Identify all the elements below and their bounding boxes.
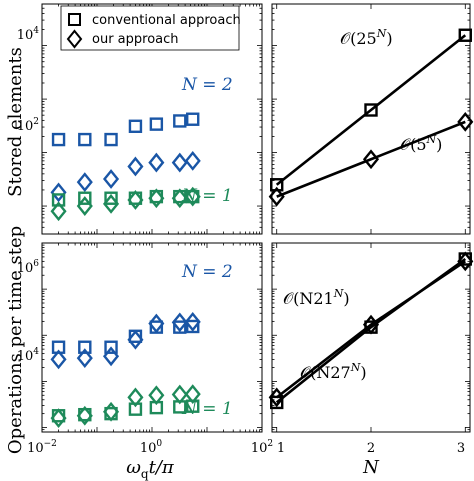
bottom-right-frame xyxy=(271,242,471,433)
top-right-series xyxy=(268,28,474,207)
square-marker xyxy=(78,191,92,205)
diamond-marker xyxy=(76,348,93,368)
diamond-marker xyxy=(268,387,285,408)
diamond-marker xyxy=(171,188,188,209)
diamond-marker xyxy=(184,384,201,405)
series-line xyxy=(276,120,466,198)
legend-conventional-label: conventional approach xyxy=(92,13,241,28)
square-marker xyxy=(51,132,66,147)
top-y-tick-label: 102 xyxy=(17,117,39,134)
square-marker xyxy=(128,119,143,133)
square-marker xyxy=(104,191,118,205)
square-marker xyxy=(149,117,164,131)
square-marker xyxy=(173,320,187,334)
diamond-marker xyxy=(171,384,188,405)
diamond-marker xyxy=(127,329,144,350)
square-marker xyxy=(173,114,187,128)
legend: conventional approach our approach xyxy=(60,5,241,51)
diamond-marker xyxy=(148,313,165,334)
legend-ours-label: our approach xyxy=(92,32,179,47)
diamond-marker xyxy=(148,188,165,209)
right-x-axis-label: N xyxy=(362,457,380,478)
diamond-marker xyxy=(127,156,144,177)
bottom-n2-label: N = 2 xyxy=(181,262,233,282)
series-line xyxy=(275,34,467,186)
top-n1-label: N = 1 xyxy=(181,186,233,206)
series-line xyxy=(275,260,467,399)
right-x-tick-label: 3 xyxy=(457,441,465,456)
annotation-top-ours: 𝒪(5N) xyxy=(400,133,442,154)
diamond-marker xyxy=(148,385,165,406)
legend-box xyxy=(60,5,240,51)
legend-diamond-marker xyxy=(66,29,83,49)
top-left-series xyxy=(50,112,201,222)
diamond-marker xyxy=(50,349,67,370)
diamond-marker xyxy=(76,196,93,216)
square-marker xyxy=(51,193,66,207)
diamond-marker xyxy=(171,312,188,333)
square-marker xyxy=(364,103,378,117)
diamond-marker xyxy=(102,169,120,189)
bottom-n1-label: N = 1 xyxy=(181,399,233,419)
diamond-marker xyxy=(127,190,144,210)
top-y-tick-label: 104 xyxy=(17,26,40,43)
right-x-tick-label: 2 xyxy=(367,441,375,456)
diamond-marker xyxy=(171,152,188,173)
square-marker xyxy=(458,28,472,42)
diamond-marker xyxy=(76,405,93,426)
diamond-marker xyxy=(102,401,120,422)
bottom-y-tick-label: 106 xyxy=(17,259,40,276)
diamond-marker xyxy=(457,251,474,272)
diamond-marker xyxy=(362,149,380,170)
annotation-bottom-conv: 𝒪(N27N) xyxy=(300,361,367,382)
bottom-y-tick-label: 104 xyxy=(17,347,40,364)
diamond-marker xyxy=(102,193,120,214)
diamond-marker xyxy=(184,186,201,207)
bottom-left-series xyxy=(50,311,201,429)
annotation-top-conv: 𝒪(25N) xyxy=(340,27,393,48)
diamond-marker xyxy=(148,152,165,173)
square-marker xyxy=(186,319,200,334)
left-x-tick-label: 100 xyxy=(140,439,163,456)
diamond-marker xyxy=(127,387,144,408)
diamond-marker xyxy=(50,182,67,203)
top-y-axis-label: Stored elements xyxy=(5,47,26,197)
right-x-tick-label: 1 xyxy=(277,441,285,456)
diamond-marker xyxy=(184,150,201,171)
square-marker xyxy=(104,340,118,354)
annotation-bottom-ours: 𝒪(N21N) xyxy=(283,287,350,308)
diamond-marker xyxy=(184,311,201,332)
left-x-tick-label: 102 xyxy=(251,439,273,456)
diamond-marker xyxy=(50,408,67,429)
diamond-marker xyxy=(457,111,474,132)
square-marker xyxy=(104,132,118,147)
diamond-marker xyxy=(50,201,67,222)
bottom-right-series xyxy=(268,251,474,410)
legend-square-marker xyxy=(68,13,81,26)
square-marker xyxy=(186,112,200,126)
diamond-marker xyxy=(102,346,120,367)
square-marker xyxy=(78,340,92,354)
bottom-y-axis-label: Operations per time step xyxy=(5,226,26,454)
top-n2-label: N = 2 xyxy=(181,75,233,95)
diamond-marker xyxy=(268,186,285,207)
diamond-marker xyxy=(76,172,93,193)
left-x-axis-label: ωqt/π xyxy=(126,457,175,481)
left-x-tick-label: 10−2 xyxy=(27,439,57,456)
square-marker xyxy=(78,132,92,147)
diamond-marker xyxy=(362,314,380,335)
